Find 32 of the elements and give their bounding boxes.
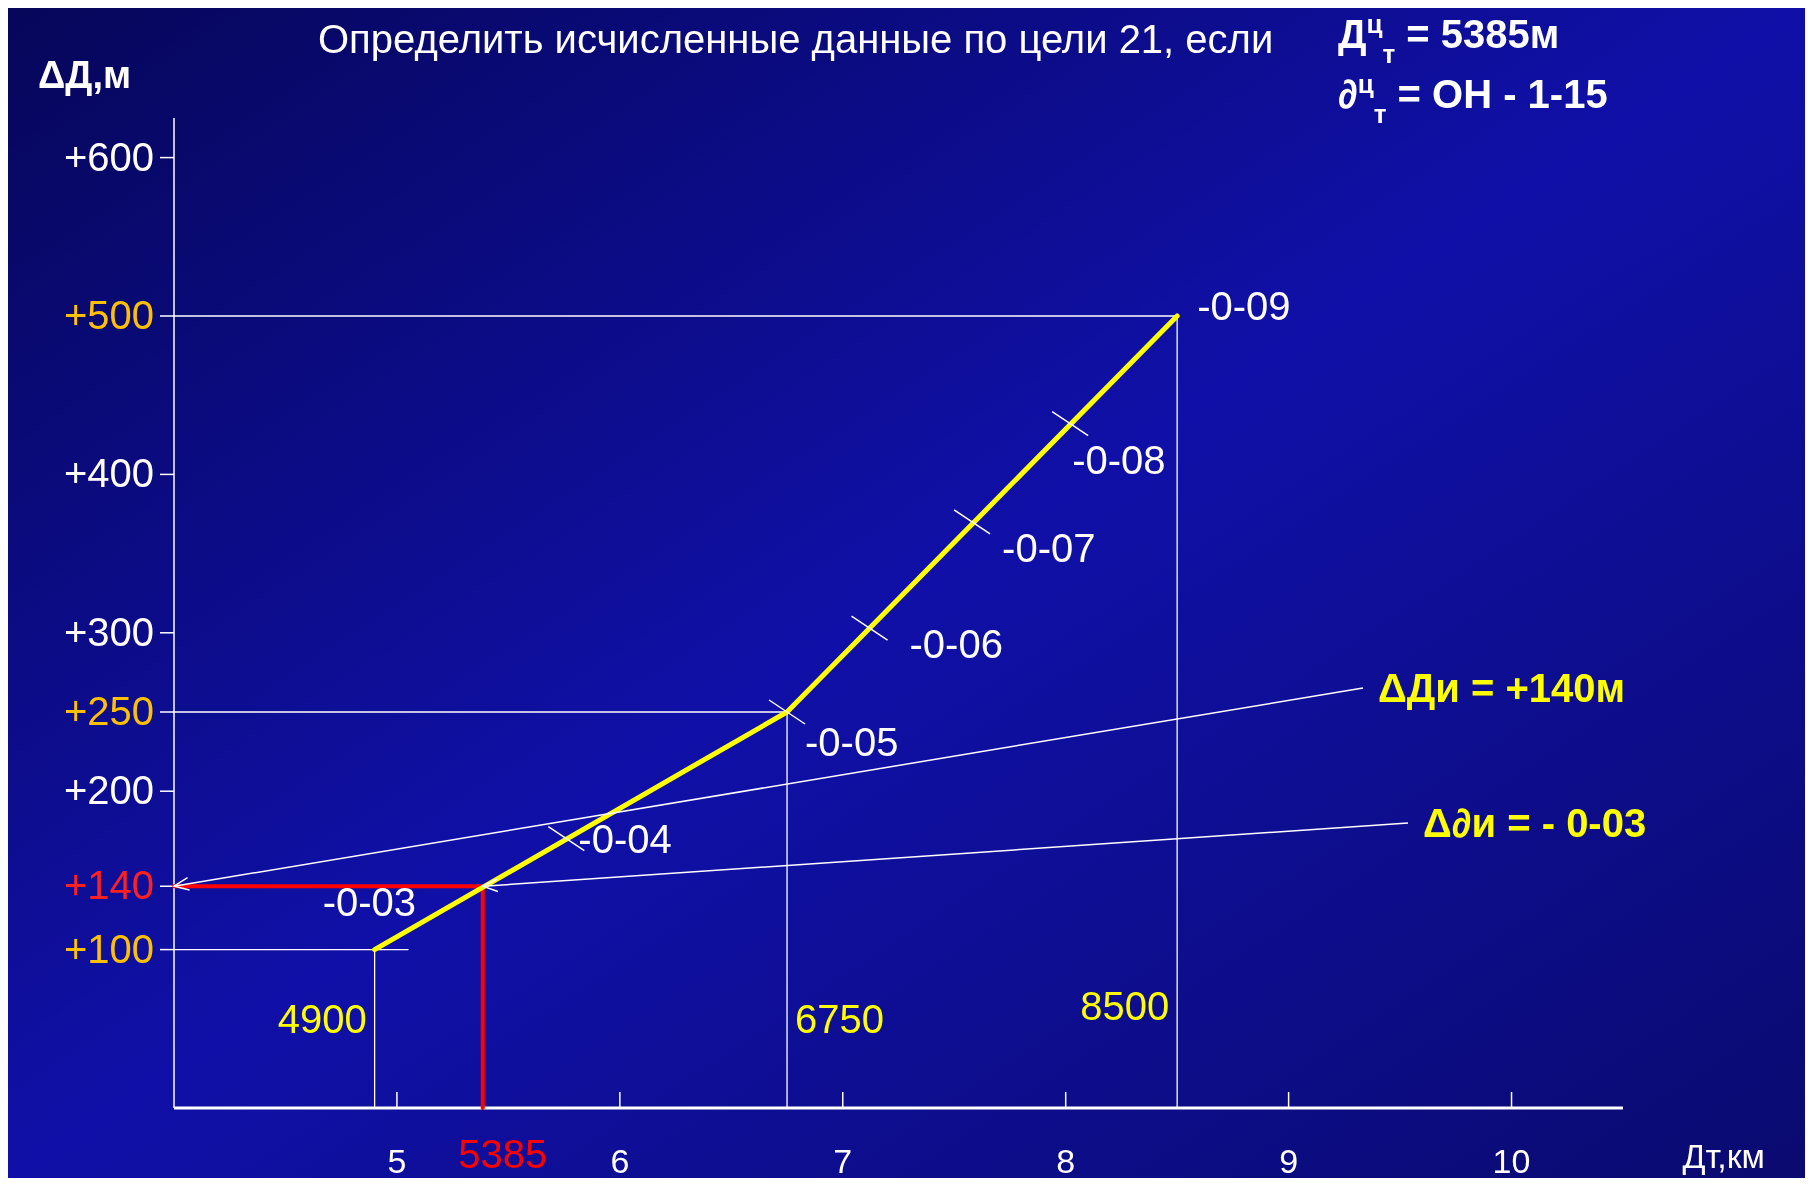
x-tick-label: 7	[833, 1142, 853, 1180]
x-tick-label: 10	[1492, 1142, 1531, 1180]
annotation: -0-05	[805, 720, 899, 764]
annotation: 5385	[458, 1132, 548, 1176]
y-tick-label: +250	[63, 689, 154, 733]
annotation: 4900	[277, 997, 367, 1041]
chart-title: Определить исчисленные данные по цели 21, если	[318, 17, 1274, 61]
annotation: ∂$^{ц}$$_{т}$ = ОН - 1-15	[1338, 69, 1608, 129]
y-axis-title: ΔД,м	[38, 54, 132, 96]
annotation: -0-03	[322, 880, 417, 925]
y-tick-label: +200	[63, 768, 154, 813]
x-tick-label: 9	[1279, 1142, 1299, 1180]
x-axis-title: Дт,км	[1682, 1137, 1765, 1175]
x-tick-label: 8	[1056, 1142, 1076, 1180]
annotation: 8500	[1080, 984, 1170, 1028]
annotation: 6750	[795, 997, 885, 1041]
y-tick-label: +400	[63, 451, 154, 496]
annotation: -0-09	[1197, 284, 1291, 328]
annotation: -0-06	[909, 622, 1003, 667]
y-tick-label: +600	[63, 134, 154, 179]
annotation: Δ∂и = - 0-03	[1423, 801, 1647, 845]
x-tick-label: 5	[387, 1142, 407, 1180]
text: Д$^{ц}$$_{т}$ = 5385м	[1338, 9, 1560, 69]
annotation: -0-07	[1002, 525, 1096, 570]
y-tick-label: +100	[63, 926, 154, 971]
x-tick-label: 6	[610, 1142, 630, 1180]
y-tick-label: +300	[63, 609, 154, 654]
y-tick-label: +500	[63, 293, 154, 337]
annotation: -0-04	[578, 816, 672, 861]
annotation: -0-08	[1072, 437, 1166, 482]
y-tick-label: +140	[63, 863, 154, 908]
annotation: ΔДи = +140м	[1378, 666, 1626, 710]
